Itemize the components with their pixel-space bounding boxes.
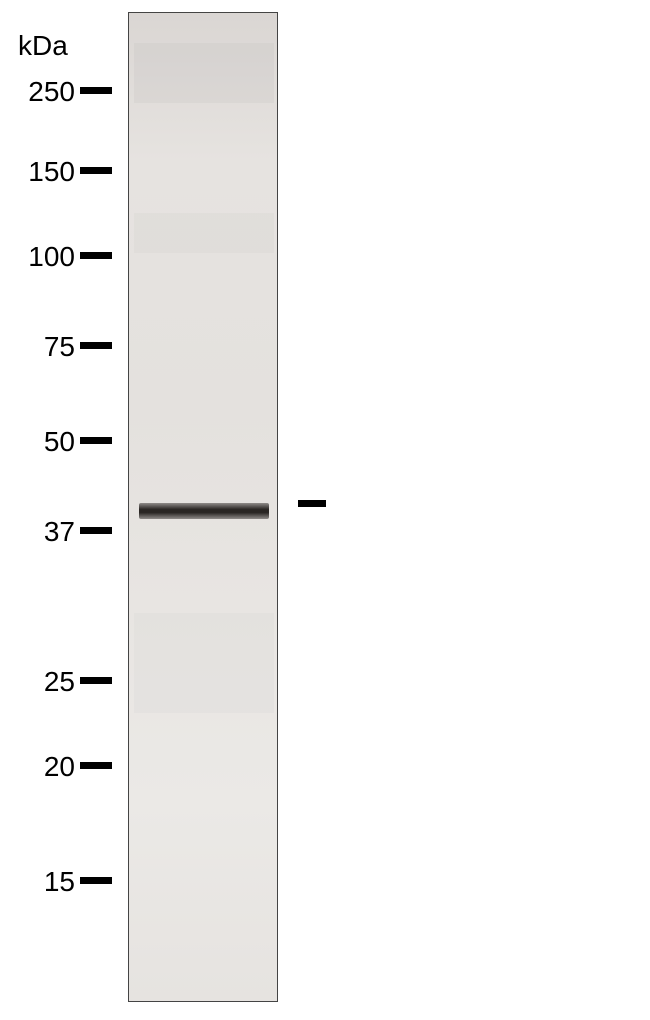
marker-label-50: 50 [44, 426, 75, 458]
marker-dash-100 [80, 252, 112, 259]
blot-lane [128, 12, 278, 1002]
marker-label-20: 20 [44, 751, 75, 783]
marker-label-150: 150 [28, 156, 75, 188]
marker-label-25: 25 [44, 666, 75, 698]
protein-band [139, 503, 269, 519]
noise-region [134, 213, 274, 253]
marker-dash-25 [80, 677, 112, 684]
marker-dash-37 [80, 527, 112, 534]
marker-dash-75 [80, 342, 112, 349]
marker-dash-250 [80, 87, 112, 94]
noise-region [134, 43, 274, 103]
marker-label-37: 37 [44, 516, 75, 548]
blot-container: kDa 250 150 100 75 50 37 25 20 15 [0, 0, 650, 1020]
marker-label-250: 250 [28, 76, 75, 108]
marker-label-15: 15 [44, 866, 75, 898]
marker-dash-20 [80, 762, 112, 769]
marker-label-75: 75 [44, 331, 75, 363]
marker-dash-50 [80, 437, 112, 444]
unit-label: kDa [18, 30, 68, 62]
band-indicator [298, 500, 326, 507]
marker-dash-15 [80, 877, 112, 884]
marker-label-100: 100 [28, 241, 75, 273]
marker-dash-150 [80, 167, 112, 174]
noise-region [134, 613, 274, 713]
